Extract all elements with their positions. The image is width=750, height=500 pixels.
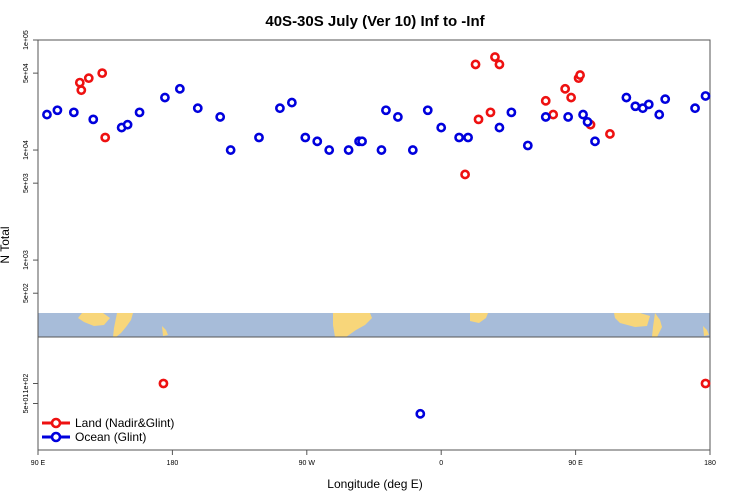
land-point-lower xyxy=(158,378,169,389)
axis-ticks: 90 E 180 90 W 0 90 E 180 5e+02 1e+03 5e+03 1e+04 5… xyxy=(23,30,716,467)
ocean-point xyxy=(454,132,465,143)
ocean-point xyxy=(407,145,418,155)
land-point xyxy=(74,77,85,88)
upper-y-tick-label: 5e+03 xyxy=(23,173,30,193)
ocean-point xyxy=(174,83,185,94)
x-tick-label: 180 xyxy=(167,460,179,467)
ocean-point xyxy=(215,112,226,122)
lower-y-tick-label: 5e+01 xyxy=(23,394,30,414)
ocean-point xyxy=(436,122,447,133)
land-point xyxy=(548,109,559,120)
ocean-point xyxy=(621,92,632,103)
ocean-point xyxy=(134,107,145,118)
ocean-point xyxy=(225,145,236,155)
y-axis-label: N Total xyxy=(0,226,12,263)
land-point xyxy=(100,132,111,143)
ocean-point xyxy=(700,91,711,101)
land-point xyxy=(605,129,615,139)
africa-landmass xyxy=(470,313,488,323)
x-tick-label: 90 E xyxy=(31,460,46,467)
ocean-point xyxy=(357,136,367,147)
land-point xyxy=(494,59,505,70)
data-points xyxy=(42,52,711,419)
legend-ocean-marker xyxy=(50,431,62,443)
ocean-point xyxy=(312,136,323,147)
x-tick-label: 90 E xyxy=(568,460,583,467)
new-zealand-repeat xyxy=(703,326,709,336)
legend-land-marker xyxy=(50,417,62,429)
ocean-point xyxy=(690,103,700,114)
lower-y-tick-label: 1e+02 xyxy=(23,374,30,394)
australia-landmass-repeat xyxy=(614,313,650,327)
x-tick-label: 90 W xyxy=(299,460,316,467)
ocean-point xyxy=(376,145,387,155)
ocean-point xyxy=(343,145,354,155)
ocean-point xyxy=(578,109,588,120)
ocean-point xyxy=(392,112,403,122)
legend-land-label: Land (Nadir&Glint) xyxy=(75,416,174,430)
chart-title: 40S-30S July (Ver 10) Inf to -Inf xyxy=(265,13,485,30)
ocean-point xyxy=(463,132,473,143)
upper-y-tick-label: 5e+04 xyxy=(23,63,30,83)
ocean-point xyxy=(422,105,433,116)
ocean-point xyxy=(563,112,574,122)
land-point xyxy=(540,95,551,106)
upper-y-tick-label: 5e+02 xyxy=(23,283,30,303)
land-point xyxy=(473,114,484,125)
ocean-point xyxy=(286,97,297,108)
ocean-point xyxy=(324,145,335,155)
legend: Land (Nadir&Glint) Ocean (Glint) xyxy=(42,416,174,444)
x-tick-label: 0 xyxy=(439,460,443,467)
land-point xyxy=(575,70,585,80)
ocean-point xyxy=(494,122,505,133)
south-america-west-repeat xyxy=(652,313,662,337)
world-map-strip xyxy=(38,313,710,337)
land-point xyxy=(76,85,87,96)
ocean-point xyxy=(590,136,600,147)
ocean-point xyxy=(122,119,133,130)
ocean-point xyxy=(654,109,665,120)
x-tick-label: 180 xyxy=(704,460,716,467)
upper-y-tick-label: 1e+05 xyxy=(23,30,30,50)
ocean-point xyxy=(506,107,517,118)
x-axis-label: Longitude (deg E) xyxy=(327,477,422,491)
new-zealand-landmass xyxy=(162,326,168,336)
ocean-point xyxy=(88,114,99,125)
land-point xyxy=(470,59,481,70)
land-point xyxy=(97,68,108,79)
ocean-point xyxy=(254,132,264,143)
ocean-point xyxy=(160,92,170,103)
land-point xyxy=(485,107,496,118)
ocean-point xyxy=(300,132,311,143)
land-point xyxy=(490,52,500,62)
land-point xyxy=(460,169,470,180)
land-point xyxy=(83,73,94,84)
upper-y-tick-label: 1e+04 xyxy=(23,140,30,160)
land-point xyxy=(560,83,571,94)
australia-landmass xyxy=(78,313,110,326)
ocean-point xyxy=(275,103,285,114)
land-point xyxy=(566,92,577,103)
south-america-west-landmass xyxy=(113,313,133,337)
ocean-point xyxy=(52,105,63,116)
ocean-point xyxy=(68,107,79,118)
ocean-point xyxy=(42,109,52,120)
land-point-lower xyxy=(700,378,711,389)
ocean-point xyxy=(582,117,593,127)
legend-ocean-label: Ocean (Glint) xyxy=(75,430,146,444)
ocean-point xyxy=(630,101,641,112)
ocean-point xyxy=(522,140,533,151)
ocean-point xyxy=(192,103,203,114)
ocean-point xyxy=(540,112,551,122)
lower-panel-frame xyxy=(37,336,711,451)
upper-y-tick-label: 1e+03 xyxy=(23,250,30,270)
ocean-point-lower xyxy=(415,408,426,419)
ocean-point xyxy=(381,105,391,116)
map-ocean-band xyxy=(38,313,710,337)
ocean-point xyxy=(643,99,654,110)
south-america-landmass xyxy=(333,313,372,337)
upper-panel-frame xyxy=(37,39,711,338)
ocean-point xyxy=(660,94,671,105)
